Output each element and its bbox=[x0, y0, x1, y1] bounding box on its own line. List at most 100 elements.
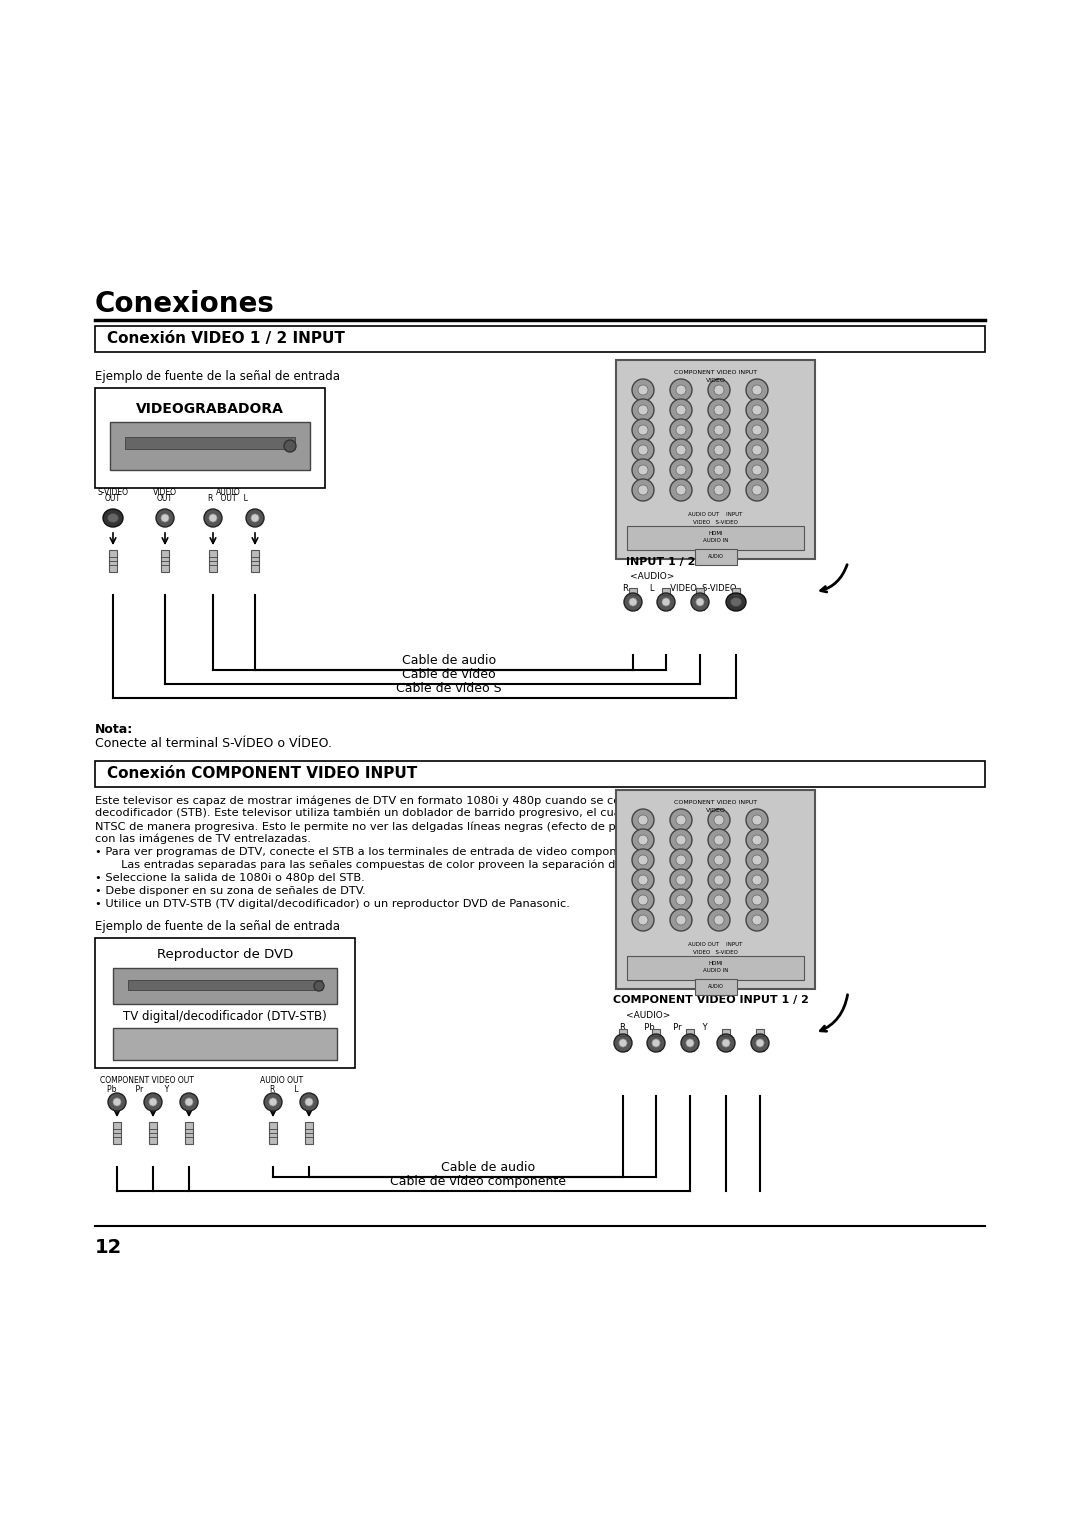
Circle shape bbox=[632, 418, 654, 441]
Circle shape bbox=[746, 479, 768, 501]
FancyBboxPatch shape bbox=[627, 525, 804, 550]
Circle shape bbox=[676, 875, 686, 886]
Circle shape bbox=[638, 915, 648, 925]
FancyBboxPatch shape bbox=[686, 1029, 694, 1051]
Text: AUDIO IN: AUDIO IN bbox=[703, 968, 728, 973]
Text: AUDIO: AUDIO bbox=[216, 489, 241, 496]
Circle shape bbox=[676, 895, 686, 906]
Circle shape bbox=[314, 980, 324, 991]
Ellipse shape bbox=[730, 597, 742, 606]
Circle shape bbox=[714, 466, 724, 475]
Circle shape bbox=[638, 425, 648, 435]
Circle shape bbox=[144, 1093, 162, 1112]
Circle shape bbox=[269, 1098, 278, 1106]
Circle shape bbox=[638, 815, 648, 825]
Circle shape bbox=[638, 895, 648, 906]
Text: VIDEO: VIDEO bbox=[705, 379, 726, 383]
Circle shape bbox=[708, 438, 730, 461]
Circle shape bbox=[246, 508, 264, 527]
Circle shape bbox=[647, 1034, 665, 1052]
Text: Conexión COMPONENT VIDEO INPUT: Conexión COMPONENT VIDEO INPUT bbox=[107, 767, 417, 782]
Circle shape bbox=[264, 1093, 282, 1112]
Circle shape bbox=[708, 889, 730, 912]
Circle shape bbox=[305, 1098, 313, 1106]
Circle shape bbox=[752, 385, 762, 395]
Circle shape bbox=[746, 418, 768, 441]
Text: R   OUT   L: R OUT L bbox=[208, 495, 248, 502]
Text: AUDIO: AUDIO bbox=[707, 554, 724, 559]
Text: VIDEO: VIDEO bbox=[153, 489, 177, 496]
Circle shape bbox=[632, 479, 654, 501]
Circle shape bbox=[638, 444, 648, 455]
Ellipse shape bbox=[103, 508, 123, 527]
Circle shape bbox=[714, 425, 724, 435]
Text: NTSC de manera progresiva. Esto le permite no ver las delgadas líneas negras (ef: NTSC de manera progresiva. Esto le permi… bbox=[95, 822, 781, 832]
Circle shape bbox=[714, 855, 724, 864]
FancyBboxPatch shape bbox=[125, 437, 295, 449]
Text: Nota:: Nota: bbox=[95, 722, 133, 736]
Text: • Seleccione la salida de 1080i o 480p del STB.: • Seleccione la salida de 1080i o 480p d… bbox=[95, 873, 365, 883]
Circle shape bbox=[638, 405, 648, 415]
Text: Ejemplo de fuente de la señal de entrada: Ejemplo de fuente de la señal de entrada bbox=[95, 919, 340, 933]
Circle shape bbox=[676, 815, 686, 825]
Circle shape bbox=[721, 1038, 730, 1048]
Text: AUDIO IN: AUDIO IN bbox=[703, 538, 728, 544]
Circle shape bbox=[676, 835, 686, 844]
Circle shape bbox=[708, 479, 730, 501]
Text: • Para ver programas de DTV, conecte el STB a los terminales de entrada de video: • Para ver programas de DTV, conecte el … bbox=[95, 847, 779, 857]
Circle shape bbox=[708, 869, 730, 890]
Text: Conecte al terminal S-VÍDEO o VÍDEO.: Conecte al terminal S-VÍDEO o VÍDEO. bbox=[95, 738, 332, 750]
Circle shape bbox=[708, 829, 730, 851]
Circle shape bbox=[751, 1034, 769, 1052]
Circle shape bbox=[714, 486, 724, 495]
Text: COMPONENT VIDEO INPUT 1 / 2: COMPONENT VIDEO INPUT 1 / 2 bbox=[613, 996, 809, 1005]
Circle shape bbox=[676, 405, 686, 415]
Circle shape bbox=[752, 855, 762, 864]
Circle shape bbox=[746, 399, 768, 421]
FancyBboxPatch shape bbox=[652, 1029, 660, 1051]
Circle shape bbox=[681, 1034, 699, 1052]
Circle shape bbox=[752, 895, 762, 906]
Circle shape bbox=[752, 815, 762, 825]
Text: Pb        Pr         Y: Pb Pr Y bbox=[107, 1086, 170, 1093]
Text: decodificador (STB). Este televisor utiliza también un doblador de barrido progr: decodificador (STB). Este televisor util… bbox=[95, 808, 784, 818]
Circle shape bbox=[670, 809, 692, 831]
FancyBboxPatch shape bbox=[269, 1122, 276, 1144]
FancyBboxPatch shape bbox=[149, 1122, 157, 1144]
Circle shape bbox=[696, 599, 704, 606]
FancyBboxPatch shape bbox=[109, 550, 117, 573]
Circle shape bbox=[629, 599, 637, 606]
Text: COMPONENT VIDEO INPUT: COMPONENT VIDEO INPUT bbox=[674, 370, 757, 376]
Circle shape bbox=[686, 1038, 694, 1048]
Text: INPUT 1 / 2: INPUT 1 / 2 bbox=[626, 557, 696, 567]
Circle shape bbox=[746, 379, 768, 402]
Circle shape bbox=[714, 875, 724, 886]
Ellipse shape bbox=[726, 592, 746, 611]
Circle shape bbox=[752, 486, 762, 495]
Circle shape bbox=[752, 875, 762, 886]
Circle shape bbox=[619, 1038, 627, 1048]
Text: HDMI: HDMI bbox=[708, 960, 723, 967]
Circle shape bbox=[624, 592, 642, 611]
Circle shape bbox=[632, 438, 654, 461]
Circle shape bbox=[638, 486, 648, 495]
Circle shape bbox=[752, 915, 762, 925]
Circle shape bbox=[615, 1034, 632, 1052]
Circle shape bbox=[752, 444, 762, 455]
Circle shape bbox=[638, 855, 648, 864]
Circle shape bbox=[670, 829, 692, 851]
FancyBboxPatch shape bbox=[694, 979, 737, 996]
Circle shape bbox=[746, 460, 768, 481]
Text: • Utilice un DTV-STB (TV digital/decodificador) o un reproductor DVD de Panasoni: • Utilice un DTV-STB (TV digital/decodif… bbox=[95, 899, 570, 909]
Circle shape bbox=[670, 438, 692, 461]
FancyBboxPatch shape bbox=[616, 360, 815, 559]
FancyBboxPatch shape bbox=[629, 588, 637, 609]
Text: Conexión VIDEO 1 / 2 INPUT: Conexión VIDEO 1 / 2 INPUT bbox=[107, 331, 345, 347]
Text: AUDIO: AUDIO bbox=[707, 983, 724, 989]
Circle shape bbox=[708, 379, 730, 402]
Circle shape bbox=[632, 829, 654, 851]
Circle shape bbox=[676, 466, 686, 475]
FancyBboxPatch shape bbox=[110, 421, 310, 470]
Text: Cable de audio: Cable de audio bbox=[402, 654, 496, 667]
FancyBboxPatch shape bbox=[619, 1029, 627, 1051]
